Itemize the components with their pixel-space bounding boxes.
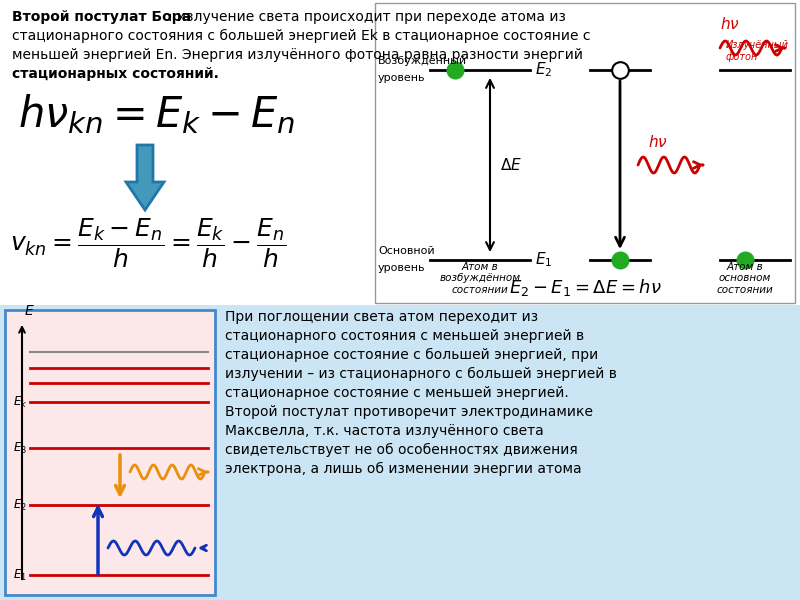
Text: : излучение света происходит при переходе атома из: : излучение света происходит при переход…	[168, 10, 566, 24]
Text: $E_2 - E_1 = \Delta E = h\nu$: $E_2 - E_1 = \Delta E = h\nu$	[509, 277, 662, 298]
Text: $E$: $E$	[24, 304, 34, 318]
Text: Второй постулат Бора: Второй постулат Бора	[12, 10, 191, 24]
Text: Излучённый
фотон: Излучённый фотон	[726, 40, 789, 62]
Text: меньшей энергией En. Энергия излучённого фотона равна разности энергий: меньшей энергией En. Энергия излучённого…	[12, 48, 583, 62]
Text: уровень: уровень	[378, 73, 426, 83]
Text: $h\nu$: $h\nu$	[720, 16, 740, 32]
Text: $E_1$: $E_1$	[13, 568, 27, 583]
Text: стационарного состояния с большей энергией Ek в стационарное состояние с: стационарного состояния с большей энерги…	[12, 29, 590, 43]
Text: $E_1$: $E_1$	[535, 251, 552, 269]
Text: Основной: Основной	[378, 246, 434, 256]
Text: $\Delta E$: $\Delta E$	[500, 157, 522, 173]
Text: При поглощении света атом переходит из
стационарного состояния с меньшей энергие: При поглощении света атом переходит из с…	[225, 310, 617, 476]
Text: Атом в
основном
состоянии: Атом в основном состоянии	[717, 262, 774, 295]
Text: $h\nu$: $h\nu$	[648, 134, 668, 150]
Text: $E_k$: $E_k$	[13, 394, 27, 410]
Text: Атом в
возбуждённом
состоянии: Атом в возбуждённом состоянии	[439, 262, 521, 295]
Polygon shape	[126, 145, 164, 210]
Text: стационарных состояний.: стационарных состояний.	[12, 67, 219, 81]
FancyBboxPatch shape	[0, 0, 800, 305]
Text: $E_2$: $E_2$	[13, 497, 27, 512]
Text: $E_2$: $E_2$	[535, 61, 552, 79]
Text: $v_{kn} = \dfrac{E_k - E_n}{h} = \dfrac{E_k}{h} - \dfrac{E_n}{h}$: $v_{kn} = \dfrac{E_k - E_n}{h} = \dfrac{…	[10, 217, 286, 270]
Text: Возбуждённый: Возбуждённый	[378, 56, 467, 66]
Text: уровень: уровень	[378, 263, 426, 273]
FancyBboxPatch shape	[375, 3, 795, 303]
Text: $h\nu_{kn} = E_k - E_n$: $h\nu_{kn} = E_k - E_n$	[18, 92, 295, 136]
Text: $E_3$: $E_3$	[13, 440, 27, 455]
FancyBboxPatch shape	[5, 310, 215, 595]
